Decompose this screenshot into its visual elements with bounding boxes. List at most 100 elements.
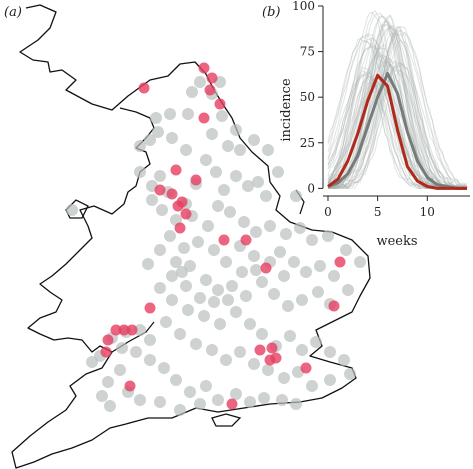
map-site-marker-red (172, 200, 184, 212)
map-site-marker-red (170, 164, 182, 176)
map-site-marker-grey (180, 144, 192, 156)
map-site-marker-grey (154, 244, 166, 256)
map-site-marker-grey (134, 140, 146, 152)
map-site-marker-red (180, 208, 192, 220)
simulated-curve (327, 63, 468, 189)
map-site-marker-grey (194, 292, 206, 304)
simulated-curve (328, 39, 468, 189)
map-site-marker-grey (160, 316, 172, 328)
map-site-marker-grey (322, 230, 334, 242)
map-site-marker-grey (66, 204, 78, 216)
simulated-curve (327, 59, 467, 189)
map-site-marker-grey (190, 338, 202, 350)
map-site-marker-grey (282, 300, 294, 312)
map-site-marker-grey (134, 394, 146, 406)
map-site-marker-grey (116, 342, 128, 354)
map-site-marker-grey (324, 346, 336, 358)
map-site-marker-grey (264, 220, 276, 232)
map-site-marker-red (124, 380, 136, 392)
map-site-marker-grey (170, 374, 182, 386)
map-site-marker-grey (222, 140, 234, 152)
map-site-marker-grey (294, 222, 306, 234)
map-site-marker-grey (134, 324, 146, 336)
map-site-marker-grey (236, 266, 248, 278)
map-site-marker-grey (200, 274, 212, 286)
map-site-marker-grey (280, 228, 292, 240)
map-site-marker-red (260, 262, 272, 274)
map-site-marker-grey (150, 112, 162, 124)
map-site-marker-red (218, 234, 230, 246)
map-site-marker-grey (276, 394, 288, 406)
y-tick-label: 0 (307, 181, 315, 195)
map-site-marker-grey (96, 390, 108, 402)
map-site-marker-grey (144, 354, 156, 366)
map-site-marker-grey (134, 166, 146, 178)
map-site-marker-red (270, 352, 282, 364)
map-site-marker-red (214, 98, 226, 110)
map-site-marker-grey (338, 354, 350, 366)
x-tick-label: 10 (420, 205, 435, 219)
map-site-marker-grey (166, 132, 178, 144)
map-site-marker-grey (182, 304, 194, 316)
map-site-marker-grey (250, 264, 262, 276)
map-site-marker-grey (256, 276, 268, 288)
map-site-marker-red (166, 188, 178, 200)
simulated-curve (327, 33, 468, 189)
map-site-marker-grey (222, 294, 234, 306)
map-site-marker-red (138, 82, 150, 94)
map-site-marker-grey (300, 266, 312, 278)
map-site-marker-grey (230, 124, 242, 136)
map-site-marker-grey (154, 396, 166, 408)
map-site-marker-grey (174, 404, 186, 416)
x-tick-label: 5 (374, 205, 382, 219)
map-site-marker-grey (324, 374, 336, 386)
map-site-marker-grey (248, 250, 260, 262)
map-site-marker-red (102, 334, 114, 346)
panel-a-label: (a) (4, 5, 22, 20)
map-site-marker-grey (238, 216, 250, 228)
map-site-marker-grey (342, 284, 354, 296)
map-panel: (a) (4, 4, 371, 469)
map-site-marker-grey (180, 280, 192, 292)
map-site-marker-grey (248, 358, 260, 370)
map-site-marker-red (190, 174, 202, 186)
map-site-marker-grey (218, 184, 230, 196)
map-site-marker-grey (206, 128, 218, 140)
map-site-marker-grey (152, 126, 164, 138)
map-site-marker-red (198, 62, 210, 74)
map-site-marker-grey (186, 86, 198, 98)
simulated-curve (327, 70, 467, 190)
panel-b-label: (b) (262, 5, 280, 20)
map-site-marker-grey (192, 236, 204, 248)
map-site-marker-grey (226, 280, 238, 292)
map-site-marker-red (100, 346, 112, 358)
map-site-marker-grey (220, 354, 232, 366)
map-site-marker-grey (146, 194, 158, 206)
map-site-marker-grey (214, 318, 226, 330)
map-site-marker-grey (224, 206, 236, 218)
map-site-marker-grey (208, 244, 220, 256)
map-site-marker-grey (230, 170, 242, 182)
map-site-marker-grey (290, 398, 302, 410)
map-site-marker-grey (258, 392, 270, 404)
map-site-marker-grey (182, 108, 194, 120)
map-site-marker-grey (230, 388, 242, 400)
map-site-marker-red (110, 324, 122, 336)
map-site-marker-grey (250, 226, 262, 238)
map-site-marker-grey (344, 368, 356, 380)
y-tick-label: 75 (300, 45, 315, 59)
map-site-marker-grey (178, 242, 190, 254)
map-site-marker-grey (278, 270, 290, 282)
map-site-marker-red (118, 324, 130, 336)
map-site-marker-grey (206, 344, 218, 356)
map-site-marker-grey (220, 256, 232, 268)
observed-series-line (327, 73, 467, 190)
map-site-marker-grey (144, 334, 156, 346)
map-site-marker-grey (296, 294, 308, 306)
map-site-marker-grey (288, 256, 300, 268)
map-site-marker-grey (296, 344, 308, 356)
map-site-marker-grey (154, 170, 166, 182)
map-site-marker-grey (262, 364, 274, 376)
